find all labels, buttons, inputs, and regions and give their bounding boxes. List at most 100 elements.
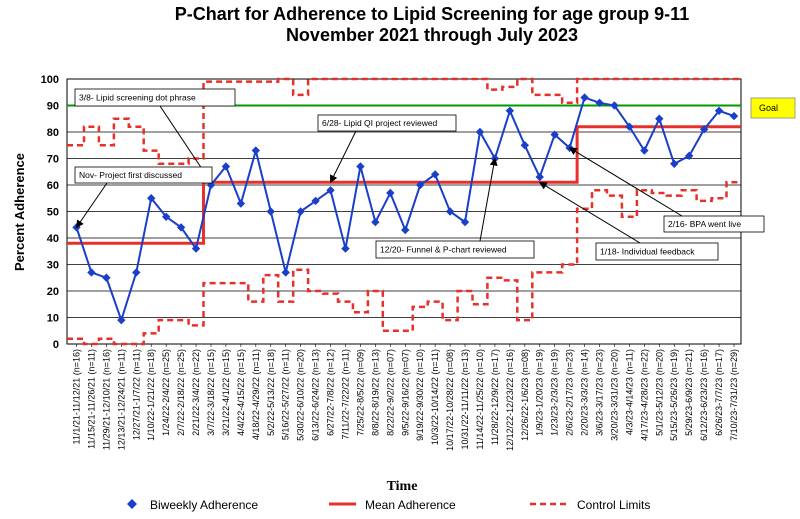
annotation-arrow [75,182,108,229]
x-tick-label: 9/5/22-9/16/22 (n=07) [400,349,410,436]
goal-text: Goal [759,103,778,113]
annotation-box [74,88,236,107]
adherence-point [670,159,679,168]
adherence-point [714,106,724,115]
annotation-text: Nov- Project first discussed [79,170,182,180]
goal-box [750,97,796,119]
x-tick-label: 1/10/22-1/21/22 (n=18) [146,349,156,441]
annotation-box [595,242,719,261]
x-tick-label: 1/9/23-1/20/23 (n=19) [535,349,545,436]
x-tick-label: 2/7/22-2/18/22 (n=25) [176,349,186,436]
annotation-arrow [479,157,498,242]
y-tick-label: 60 [47,180,59,192]
legend-marker-adherence [127,499,137,509]
x-tick-label: 5/1/23-5/12/23 (n=20) [654,349,664,436]
x-tick-label: 12/27/21-1/7/22 (n=11) [131,349,141,440]
adherence-point [415,180,425,190]
adherence-point [87,268,96,277]
adherence-point [296,207,305,216]
annotation-box [375,240,535,259]
y-axis-ticks: 0 10 20 30 40 50 60 70 80 90 100 [41,74,59,351]
y-tick-label: 100 [41,74,59,86]
x-axis-label: Time [387,479,418,494]
x-tick-label: 12/26/22-1/6/23 (n=08) [520,349,530,441]
x-tick-label: 8/22/22-9/2/22 (n=07) [385,349,395,436]
x-tick-label: 5/15/23-5/26/23 (n=19) [669,349,679,441]
annotations: 3/8- Lipid screening dot phrase 6/28- Lip… [74,88,765,261]
adherence-point [445,207,455,216]
adherence-point [535,172,544,182]
annotation-arrow [330,130,357,184]
x-tick-label: 7/25/22-8/5/22 (n=09) [355,349,365,436]
x-tick-label: 3/20/23-3/31/23 (n=20) [609,349,619,441]
adherence-point [520,141,529,150]
x-tick-label: 8/8/22-8/19/22 (n=13) [370,349,380,436]
legend-label-control: Control Limits [577,498,650,512]
x-tick-label: 7/11/22-7/22/22 (n=11) [340,349,350,439]
adherence-point [102,273,111,282]
adherence-point [147,194,156,203]
x-tick-label: 2/6/23-2/17/23 (n=23) [565,349,575,436]
x-tick-label: 12/13/21-12/24/21 (n=11) [116,349,126,450]
adherence-point [176,223,186,232]
adherence-point [236,199,246,208]
x-tick-label: 6/27/22-7/8/22 (n=12) [326,349,336,436]
adherence-point [311,196,320,206]
annotation-text: 6/28- Lipid QI project reviewed [322,118,438,128]
x-tick-label: 10/17/22-10/28/22 (n=08) [445,349,455,451]
adherence-point [326,186,335,195]
adherence-point [386,188,395,198]
x-tick-label: 10/3/22-10/14/22 (n=11) [430,349,440,445]
x-tick-label: 1/23/23-2/3/23 (n=19) [550,349,560,436]
mean-line [67,125,741,245]
goal-label: Goal [750,97,796,119]
annotation-text: 1/18- Individual feedback [600,247,695,257]
y-tick-label: 0 [53,339,59,351]
x-tick-label: 11/28/22-12/9/22 (n=17) [490,349,500,445]
chart-subtitle: November 2021 through July 2023 [286,25,578,45]
adherence-point [356,162,365,171]
adherence-point [729,111,739,121]
gridlines [67,105,741,318]
upper-control-limit [67,77,741,166]
x-tick-label: 5/16/22-5/27/22 (n=11) [281,349,291,440]
y-tick-label: 20 [47,286,59,298]
x-tick-label: 5/30/22-6/10/22 (n=20) [296,349,306,441]
x-tick-label: 3/6/23-3/17/23 (n=23) [595,349,605,436]
adherence-point [625,122,634,131]
adherence-point [401,225,410,235]
adherence-point [221,162,231,171]
adherence-point [684,151,694,161]
x-tick-label: 7/10/23-7/31/23 (n=29) [729,349,739,441]
adherence-point [266,207,275,216]
annotation-arrow [568,147,683,217]
x-tick-label: 2/20/23-3/3/23 (n=14) [580,349,590,436]
y-tick-label: 40 [47,233,59,245]
lower-control-limit [67,181,741,346]
legend-label-mean: Mean Adherence [365,498,456,512]
annotation-box [74,166,213,184]
y-tick-label: 80 [47,127,59,139]
annotation-text: 3/8- Lipid screening dot phrase [79,93,196,103]
y-tick-label: 10 [47,313,59,325]
adherence-point [610,101,619,110]
adherence-point [505,106,515,115]
x-tick-label: 2/21/22-3/4/22 (n=22) [191,349,201,436]
adherence-point [132,268,141,277]
x-tick-label: 10/31/22-11/11/22 (n=13) [460,349,470,450]
x-axis-ticks: 11/1/21-11/12/21 (n=16) 11/15/21-11/26/21… [72,344,739,451]
x-tick-label: 11/14/22-11/25/22 (n=10) [475,349,485,450]
x-tick-label: 5/2/22-5/13/22 (n=18) [266,349,276,436]
adherence-point [371,217,380,227]
adherence-point [595,98,604,108]
adherence-point [550,130,559,139]
adherence-point [161,212,171,221]
x-tick-label: 3/7/22-3/18/22 (n=15) [206,349,216,436]
x-tick-label: 1/24/22-2/4/22 (n=25) [161,349,171,436]
x-tick-label: 3/21/22-4/1/22 (n=15) [221,349,231,436]
x-tick-label: 11/29/21-12/10/21 (n=16) [101,349,111,450]
adherence-point [640,146,649,155]
adherence-point [460,217,470,227]
x-tick-label: 4/18/22-4/29/22 (n=11) [251,349,261,440]
